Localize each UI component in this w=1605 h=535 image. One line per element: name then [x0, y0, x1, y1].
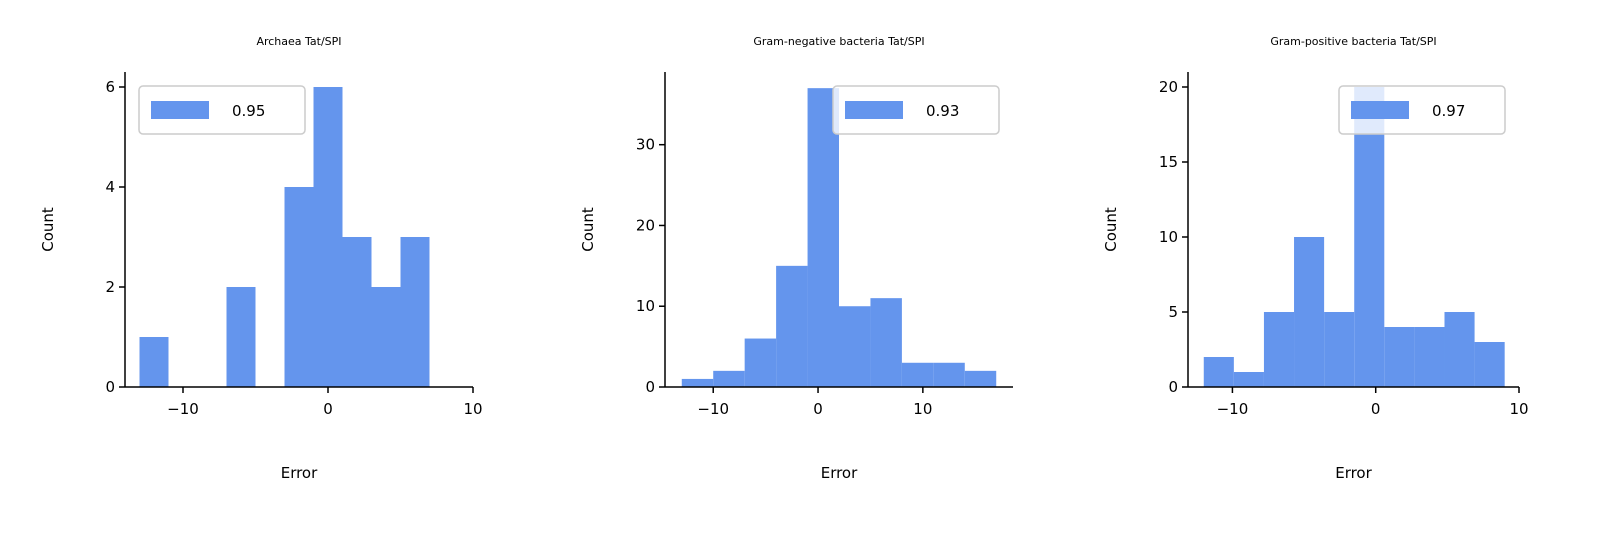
- bar: [901, 362, 934, 387]
- legend-label: 0.93: [926, 102, 959, 120]
- chart-title: Archaea Tat/SPI: [256, 35, 341, 48]
- y-axis-label: Count: [39, 207, 57, 252]
- legend-swatch: [1351, 101, 1409, 119]
- chart-title: Gram-negative bacteria Tat/SPI: [753, 35, 924, 48]
- legend-swatch: [845, 101, 903, 119]
- bar: [371, 287, 401, 387]
- y-tick-label: 20: [636, 216, 655, 234]
- y-tick-label: 20: [1159, 78, 1178, 96]
- x-tick-label: 10: [463, 400, 482, 418]
- x-tick-label: −10: [1217, 400, 1249, 418]
- y-tick-label: 0: [105, 378, 115, 396]
- bar: [713, 370, 745, 387]
- legend-label: 0.97: [1432, 102, 1465, 120]
- bar: [870, 298, 902, 387]
- legend-box: [1338, 85, 1506, 135]
- bar: [964, 370, 997, 387]
- bar: [1203, 357, 1234, 387]
- x-tick-label: 0: [1371, 400, 1381, 418]
- x-tick-label: −10: [167, 400, 199, 418]
- y-tick-label: 10: [636, 297, 655, 315]
- y-tick-label: 5: [1168, 303, 1178, 321]
- x-axis-label: Error: [821, 464, 858, 482]
- bar: [839, 306, 871, 387]
- bar: [807, 88, 839, 388]
- legend-box: [832, 85, 1000, 135]
- bar: [1233, 372, 1264, 387]
- bar: [342, 237, 372, 387]
- bar: [313, 87, 343, 387]
- bar: [1294, 237, 1325, 387]
- y-tick-label: 6: [105, 78, 115, 96]
- y-tick-label: 0: [1168, 378, 1178, 396]
- x-tick-label: 0: [323, 400, 333, 418]
- x-tick-label: 10: [913, 400, 932, 418]
- bar: [1444, 312, 1475, 387]
- bar: [1474, 342, 1505, 387]
- legend-label: 0.95: [232, 102, 265, 120]
- y-tick-label: 0: [645, 378, 655, 396]
- bar: [933, 362, 965, 387]
- bar: [1414, 327, 1445, 387]
- bar: [400, 237, 430, 387]
- y-tick-label: 10: [1159, 228, 1178, 246]
- bar: [776, 265, 808, 387]
- y-tick-label: 15: [1159, 153, 1178, 171]
- x-tick-label: 0: [813, 400, 823, 418]
- x-axis-label: Error: [1335, 464, 1372, 482]
- chart-title: Gram-positive bacteria Tat/SPI: [1270, 35, 1436, 48]
- x-tick-label: 10: [1509, 400, 1528, 418]
- y-tick-label: 30: [636, 136, 655, 154]
- legend-box: [138, 85, 306, 135]
- legend-swatch: [151, 101, 209, 119]
- bar: [1354, 87, 1385, 387]
- bar: [139, 337, 169, 387]
- bar: [744, 338, 777, 387]
- y-tick-label: 2: [105, 278, 115, 296]
- bar: [284, 187, 314, 387]
- bar: [1324, 312, 1355, 387]
- y-axis-label: Count: [579, 207, 597, 252]
- x-axis-label: Error: [281, 464, 318, 482]
- bar: [226, 287, 256, 387]
- x-tick-label: −10: [697, 400, 729, 418]
- bar: [681, 378, 714, 387]
- bar: [1384, 327, 1415, 387]
- y-tick-label: 4: [105, 178, 115, 196]
- y-axis-label: Count: [1102, 207, 1120, 252]
- bar: [1263, 312, 1295, 387]
